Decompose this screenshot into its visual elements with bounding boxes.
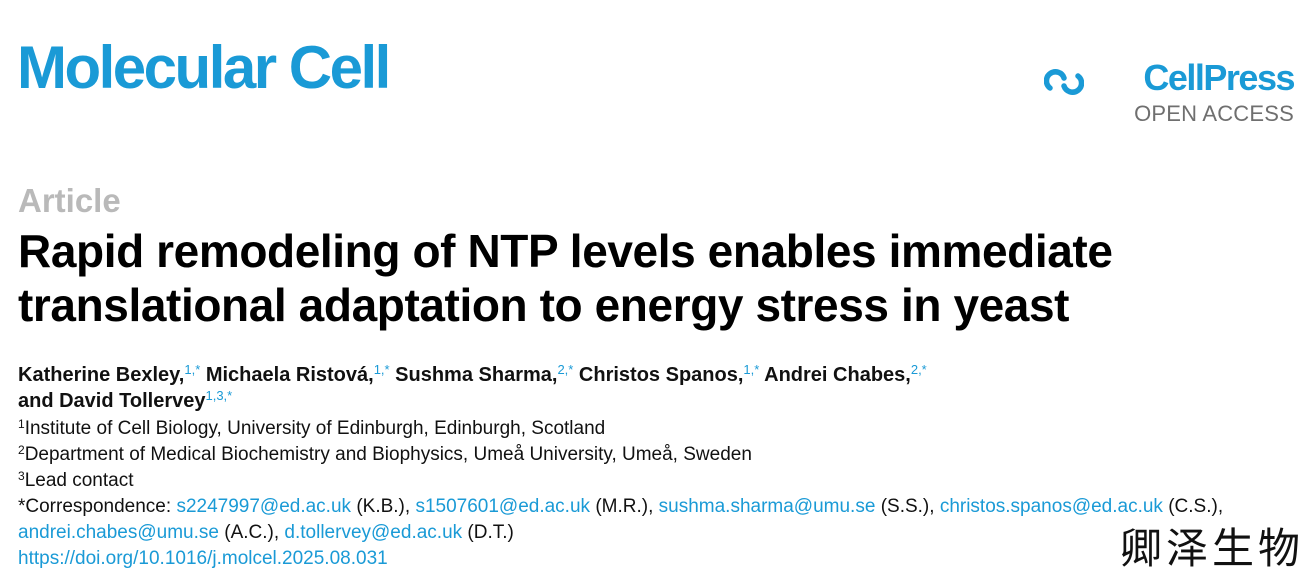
affiliation-text: Institute of Cell Biology, University of… xyxy=(24,418,606,439)
author-marks[interactable]: 2,* xyxy=(910,362,927,377)
author-name: Katherine Bexley, xyxy=(18,364,185,386)
watermark: 卿泽生物 xyxy=(1119,524,1304,573)
contact-initials: (C.S.), xyxy=(1168,496,1224,517)
author-marks[interactable]: 1,* xyxy=(743,362,760,377)
author-marks[interactable]: 1,* xyxy=(373,362,390,377)
author[interactable]: Michaela Ristová,1,* xyxy=(205,362,390,386)
author-marks[interactable]: 1,* xyxy=(184,362,201,377)
affiliations-block: 1Institute of Cell Biology, University o… xyxy=(18,416,1298,572)
author-name: and David Tollervey xyxy=(18,390,206,412)
contact-initials: (D.T.) xyxy=(467,522,514,543)
cellpress-swirl-icon xyxy=(1044,69,1084,95)
article-title: Rapid remodeling of NTP levels enables i… xyxy=(18,225,1113,331)
publisher-logo[interactable]: CellPress OPEN ACCESS xyxy=(1044,57,1295,130)
affiliation: 1Institute of Cell Biology, University o… xyxy=(18,416,1298,442)
author[interactable]: Christos Spanos,1,* xyxy=(578,362,760,386)
contact-initials: (M.R.), xyxy=(595,496,654,517)
email-link[interactable]: d.tollervey@ed.ac.uk xyxy=(284,522,463,543)
author-marks[interactable]: 1,3,* xyxy=(205,388,233,403)
author-name: Sushma Sharma, xyxy=(395,364,558,386)
email-link[interactable]: christos.spanos@ed.ac.uk xyxy=(939,496,1163,517)
author[interactable]: Andrei Chabes,2,* xyxy=(764,362,927,386)
email-link[interactable]: s2247997@ed.ac.uk xyxy=(176,496,352,517)
affiliation-number: 1 xyxy=(18,417,25,431)
affiliation: 3Lead contact xyxy=(18,468,1298,494)
author[interactable]: Sushma Sharma,2,* xyxy=(395,362,574,386)
publisher-name: CellPress xyxy=(1143,57,1295,98)
correspondence: *Correspondence: s2247997@ed.ac.uk (K.B.… xyxy=(18,494,1298,546)
email-link[interactable]: andrei.chabes@umu.se xyxy=(18,522,219,543)
affiliation-number: 3 xyxy=(18,469,25,483)
email-link[interactable]: sushma.sharma@umu.se xyxy=(658,496,876,517)
contact-initials: (K.B.), xyxy=(356,496,411,517)
contact-initials: (S.S.), xyxy=(880,496,935,517)
author-name: Michaela Ristová, xyxy=(205,364,374,386)
contact-initials: (A.C.), xyxy=(224,522,280,543)
journal-title: Molecular Cell xyxy=(17,34,391,101)
author-name: Andrei Chabes, xyxy=(764,364,911,386)
article-type: Article xyxy=(18,182,121,219)
author[interactable]: Katherine Bexley,1,* xyxy=(18,362,201,386)
author[interactable]: and David Tollervey1,3,* xyxy=(18,388,233,412)
affiliation: 2Department of Medical Biochemistry and … xyxy=(18,442,1298,468)
affiliation-text: Lead contact xyxy=(24,470,134,491)
author-marks[interactable]: 2,* xyxy=(557,362,574,377)
doi-link[interactable]: https://doi.org/10.1016/j.molcel.2025.08… xyxy=(18,548,388,569)
affiliation-text: Department of Medical Biochemistry and B… xyxy=(24,444,752,465)
open-access-label: OPEN ACCESS xyxy=(1134,101,1294,126)
author-name: Christos Spanos, xyxy=(578,364,744,386)
email-link[interactable]: s1507601@ed.ac.uk xyxy=(415,496,591,517)
correspondence-label: *Correspondence: xyxy=(18,496,172,517)
author-list: Katherine Bexley,1,* Michaela Ristová,1,… xyxy=(18,362,1218,414)
affiliation-number: 2 xyxy=(18,443,25,457)
